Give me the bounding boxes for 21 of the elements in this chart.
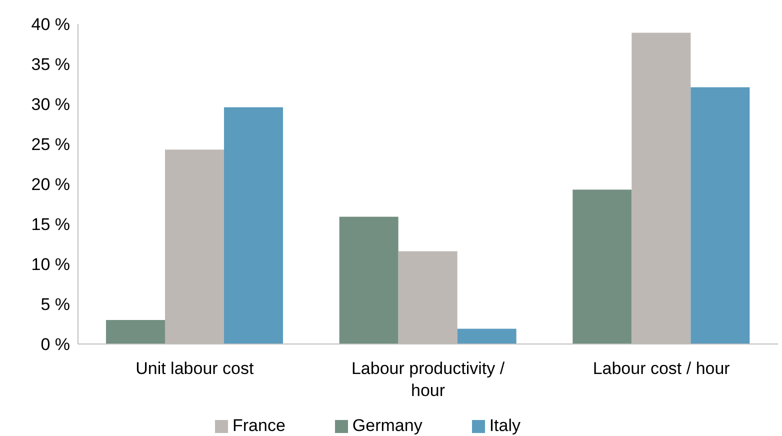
x-tick-label: Labour productivity / hour	[351, 359, 505, 400]
bar	[339, 216, 398, 344]
legend-label: France	[232, 416, 286, 435]
legend-label: Italy	[489, 416, 521, 435]
y-tick-label: 10 %	[31, 255, 70, 274]
bar	[224, 107, 283, 344]
x-tick-label: Labour cost / hour	[592, 359, 730, 378]
y-tick-label: 20 %	[31, 175, 70, 194]
legend-label: Germany	[352, 416, 422, 435]
y-tick-label: 0 %	[40, 335, 70, 354]
bar	[106, 320, 165, 344]
x-tick-label: Unit labour cost	[136, 359, 254, 378]
y-tick-label: 35 %	[31, 55, 70, 74]
bar	[690, 87, 750, 344]
y-tick-label: 15 %	[31, 215, 70, 234]
y-tick-label: 5 %	[40, 295, 70, 314]
y-tick-label: 40 %	[31, 15, 70, 34]
y-tick-label: 30 %	[31, 95, 70, 114]
bar	[457, 328, 516, 344]
bar	[572, 190, 632, 344]
y-tick-label: 25 %	[31, 135, 70, 154]
